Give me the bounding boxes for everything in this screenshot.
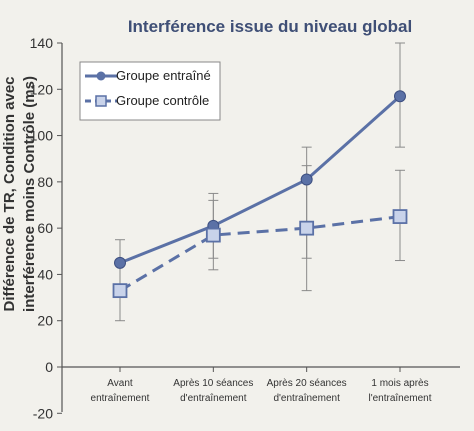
data-point-groupe-controle (392, 209, 408, 224)
legend-label-groupe-controle: Groupe contrôle (116, 93, 209, 108)
x-tick-label: Après 20 séances (267, 378, 347, 389)
y-tick-label: 80 (37, 174, 53, 190)
legend-marker-groupe-controle (95, 95, 107, 107)
x-tick-label: l'entraînement (368, 393, 431, 404)
data-point-groupe-controle (299, 220, 315, 236)
x-tick-label: entraînement (91, 393, 150, 404)
data-point-groupe-entraine (394, 90, 406, 103)
data-point-groupe-controle (112, 283, 128, 299)
series-markers (112, 90, 408, 299)
y-tick-label: 20 (37, 313, 53, 329)
legend-marker-groupe-entraine (96, 71, 106, 81)
series-line-groupe-entraine (119, 95, 401, 265)
y-axis-title-line-2: interférence moins Contrôle (ms) (21, 76, 38, 312)
series-lines (119, 95, 401, 292)
y-axis-title-line-1: Différence de TR, Condition avec (1, 76, 18, 311)
y-tick-label: 40 (37, 266, 53, 282)
x-tick-label: d'entraînement (180, 393, 247, 404)
y-axis-ticks: -20 0 20 40 60 80 100 120 140 (30, 35, 62, 421)
chart-title: Interférence issue du niveau global (128, 17, 412, 36)
y-axis-title: Différence de TR, Condition avec interfé… (1, 76, 38, 312)
x-tick-label: d'entraînement (273, 393, 340, 404)
axes (61, 43, 460, 412)
x-tick-label: Après 10 séances (173, 378, 253, 389)
data-point-groupe-entraine (114, 256, 126, 269)
y-tick-label: 100 (30, 128, 54, 144)
legend-box (79, 61, 221, 121)
y-tick-label: 140 (30, 35, 54, 51)
y-tick-label: 60 (37, 220, 53, 236)
data-point-groupe-controle (205, 227, 221, 243)
x-tick-label: 1 mois après (371, 378, 428, 389)
series-line-groupe-controle (119, 215, 401, 292)
legend-label-groupe-entraine: Groupe entraîné (116, 68, 211, 83)
y-tick-label: 0 (45, 359, 53, 375)
data-point-groupe-entraine (300, 173, 313, 186)
x-tick-label: Avant (107, 378, 133, 389)
legend: Groupe entraîné Groupe contrôle (79, 61, 221, 121)
y-tick-label: -20 (33, 405, 53, 421)
y-tick-label: 120 (30, 81, 54, 97)
x-axis-ticks: Avant entraînement Après 10 séances d'entra… (91, 367, 432, 404)
